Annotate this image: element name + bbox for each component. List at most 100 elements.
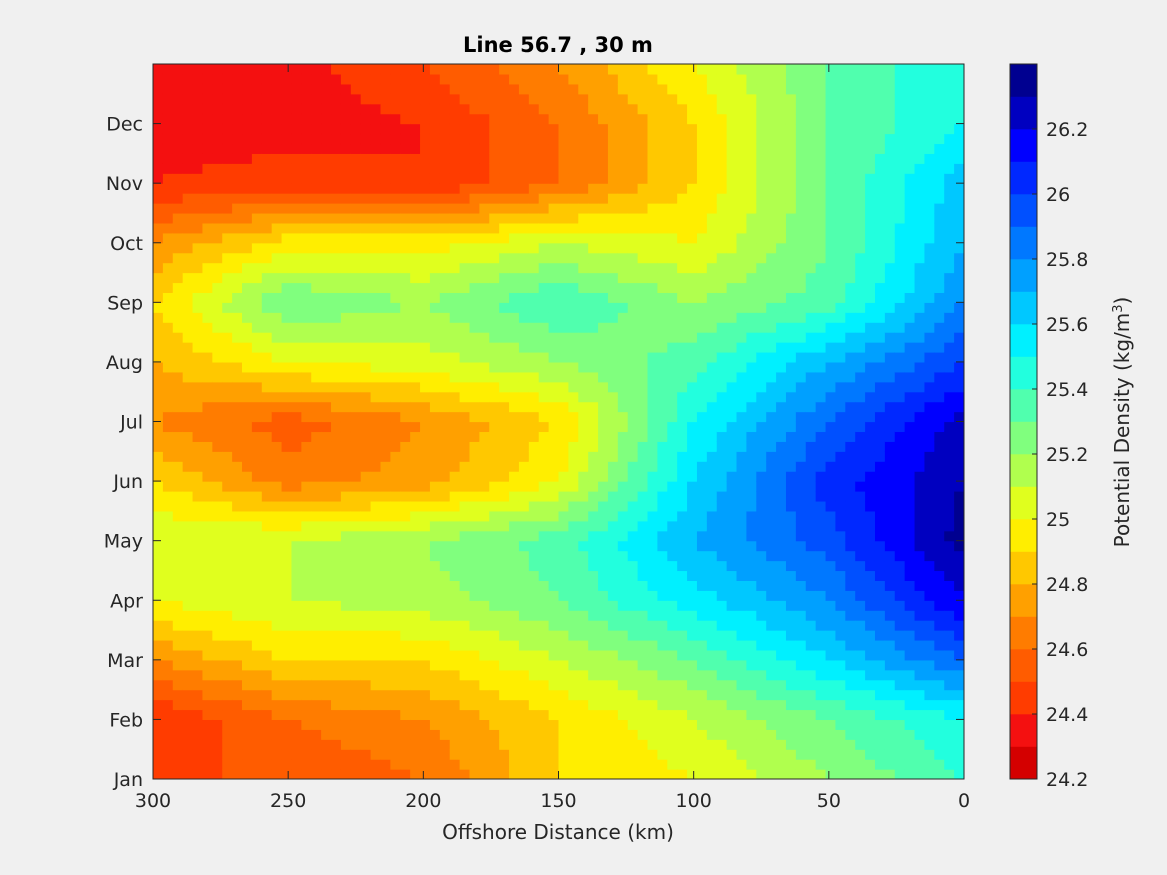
contour-cell [805, 391, 817, 403]
contour-cell [340, 312, 352, 323]
contour-cell [153, 123, 164, 135]
contour-cell [311, 332, 322, 343]
contour-cell [162, 590, 174, 601]
contour-cell [222, 679, 233, 691]
contour-cell [499, 481, 510, 492]
contour-cell [598, 163, 609, 174]
contour-cell [350, 451, 362, 462]
contour-cell [776, 173, 787, 184]
contour-cell [429, 769, 441, 779]
contour-cell [499, 719, 510, 730]
contour-cell [518, 769, 530, 779]
contour-cell [538, 103, 550, 115]
contour-cell [588, 669, 599, 681]
contour-cell [439, 262, 451, 274]
contour-cell [222, 431, 233, 442]
contour-cell [390, 351, 401, 363]
contour-cell [548, 143, 560, 154]
contour-cell [479, 610, 490, 621]
contour-cell [518, 689, 530, 701]
contour-cell [242, 342, 253, 353]
contour-cell [568, 540, 579, 552]
contour-cell [588, 371, 599, 383]
contour-cell [568, 282, 579, 293]
contour-cell [400, 222, 411, 234]
contour-cell [716, 381, 728, 393]
contour-cell [785, 83, 797, 95]
contour-cell [281, 173, 293, 184]
contour-cell [311, 292, 322, 303]
contour-cell [182, 212, 194, 224]
contour-cell [420, 530, 431, 542]
contour-cell [469, 540, 480, 552]
contour-cell [558, 729, 569, 740]
contour-cell [805, 212, 817, 224]
contour-cell [548, 153, 560, 164]
contour-cell [815, 232, 827, 244]
contour-cell [202, 163, 213, 174]
contour-cell [746, 73, 757, 85]
contour-cell [261, 451, 273, 462]
contour-cell [350, 381, 362, 393]
contour-cell [479, 769, 490, 779]
contour-cell [696, 600, 708, 611]
contour-cell [301, 421, 312, 433]
contour-cell [261, 431, 273, 442]
contour-cell [271, 709, 283, 721]
contour-cell [499, 183, 510, 194]
contour-cell [192, 699, 204, 711]
contour-cell [647, 232, 658, 244]
contour-cell [469, 312, 480, 323]
contour-cell [588, 580, 599, 591]
contour-cell [548, 163, 560, 174]
contour-cell [548, 212, 560, 224]
contour-cell [518, 312, 530, 323]
contour-cell [538, 302, 550, 313]
contour-cell [825, 441, 837, 452]
contour-cell [499, 222, 510, 234]
contour-cell [370, 679, 382, 691]
contour-cell [687, 471, 698, 482]
contour-cell [192, 153, 204, 164]
contour-cell [835, 659, 846, 671]
contour-cell [617, 550, 629, 562]
contour-cell [637, 332, 649, 343]
contour-cell [509, 620, 520, 631]
contour-cell [588, 351, 599, 363]
contour-cell [153, 491, 164, 502]
contour-cell [825, 769, 837, 779]
contour-cell [528, 252, 540, 264]
contour-cell [172, 550, 184, 562]
contour-cell [518, 451, 530, 462]
contour-cell [212, 242, 223, 254]
contour-cell [261, 292, 273, 303]
contour-cell [340, 421, 352, 433]
contour-cell [390, 471, 401, 482]
contour-cell [598, 133, 609, 145]
contour-cell [439, 689, 451, 701]
contour-cell [696, 441, 708, 452]
contour-cell [162, 143, 174, 154]
contour-cell [370, 391, 382, 403]
contour-cell [429, 630, 441, 641]
contour-cell [538, 540, 550, 552]
contour-cell [706, 332, 718, 343]
contour-cell [568, 173, 579, 184]
contour-cell [459, 431, 471, 442]
contour-cell [588, 461, 599, 472]
contour-cell [281, 93, 293, 105]
contour-cell [805, 540, 817, 552]
contour-cell [598, 123, 609, 135]
contour-cell [746, 173, 757, 184]
contour-cell [380, 153, 391, 164]
contour-cell [657, 560, 668, 572]
contour-cell [558, 163, 569, 174]
contour-cell [667, 659, 678, 671]
contour-cell [212, 441, 223, 452]
contour-cell [459, 272, 471, 284]
contour-cell [261, 282, 273, 293]
contour-cell [281, 73, 293, 85]
contour-cell [360, 332, 372, 343]
contour-cell [360, 312, 372, 323]
